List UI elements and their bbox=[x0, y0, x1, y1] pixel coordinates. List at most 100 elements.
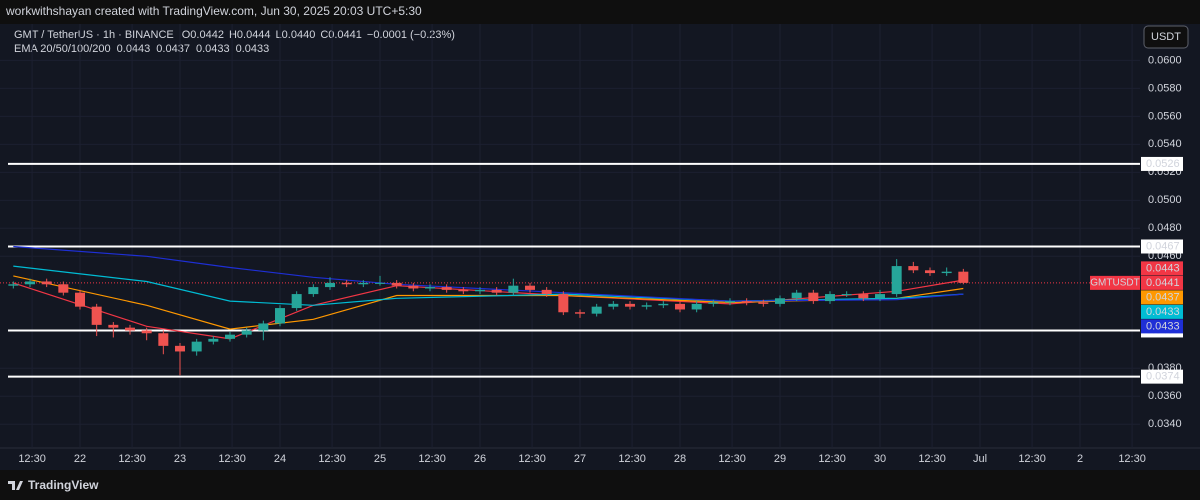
x-tick-label: 24 bbox=[274, 453, 286, 465]
footer-text: TradingView bbox=[28, 478, 99, 492]
candle-body bbox=[708, 302, 719, 304]
x-tick-label: 12:30 bbox=[1118, 453, 1146, 465]
candle-body bbox=[541, 289, 552, 295]
ema-value: 0.0433 bbox=[196, 43, 230, 55]
y-tick-label: 0.0600 bbox=[1148, 54, 1182, 66]
price-tag-box bbox=[1141, 275, 1183, 290]
candle-body bbox=[758, 302, 769, 304]
footer-logo: TradingView bbox=[8, 478, 99, 492]
price-tag-box bbox=[1141, 261, 1183, 276]
candle-body bbox=[658, 303, 669, 306]
price-tag: 0.0443 bbox=[1146, 262, 1180, 274]
x-tick-label: 12:30 bbox=[918, 453, 946, 465]
y-tick-label: 0.0480 bbox=[1148, 222, 1182, 234]
currency-button-label[interactable]: USDT bbox=[1151, 31, 1181, 43]
symbol-tag: GMTUSDT bbox=[1090, 278, 1139, 289]
candle-body bbox=[908, 266, 919, 271]
x-tick-label: 12:30 bbox=[818, 453, 846, 465]
candle-body bbox=[425, 287, 435, 289]
candle-body bbox=[491, 289, 502, 293]
candle-body bbox=[825, 294, 835, 302]
candle-body bbox=[375, 282, 385, 284]
candle-body bbox=[141, 330, 152, 334]
candle-body bbox=[408, 285, 419, 289]
candle-body bbox=[341, 282, 352, 285]
x-tick-label: 12:30 bbox=[518, 453, 546, 465]
candle-body bbox=[675, 303, 685, 310]
y-tick-label: 0.0560 bbox=[1148, 110, 1182, 122]
candle-body bbox=[291, 294, 302, 309]
x-tick-label: 22 bbox=[74, 453, 86, 465]
candle-body bbox=[191, 341, 202, 352]
logo-icon bbox=[8, 481, 23, 490]
x-tick-label: 12:30 bbox=[718, 453, 746, 465]
candle-body bbox=[258, 323, 269, 331]
candle-body bbox=[591, 306, 602, 314]
status-line: GMT / TetherUS · 1h · BINANCE O0.0442 H0.0… bbox=[14, 29, 455, 55]
x-tick-label: 12:30 bbox=[18, 453, 46, 465]
price-tag: 0.0433 bbox=[1146, 320, 1180, 332]
ohlc-value: L0.0440 bbox=[276, 29, 316, 41]
candle-body bbox=[91, 306, 102, 325]
ohlc-value: H0.0444 bbox=[229, 29, 271, 41]
candle-body bbox=[725, 301, 735, 303]
x-tick-label: 27 bbox=[574, 453, 586, 465]
level-label: 0.0467 bbox=[1146, 240, 1180, 252]
x-tick-label: 29 bbox=[774, 453, 786, 465]
candle-body bbox=[441, 287, 452, 290]
ohlc-value: O0.0442 bbox=[182, 29, 224, 41]
x-tick-label: 12:30 bbox=[1018, 453, 1046, 465]
candle-body bbox=[391, 282, 402, 286]
x-tick-label: Jul bbox=[973, 453, 987, 465]
candle-body bbox=[225, 334, 235, 339]
y-tick-label: 0.0360 bbox=[1148, 390, 1182, 402]
price-tag-box bbox=[1141, 290, 1183, 305]
level-label-box bbox=[1141, 239, 1183, 254]
x-tick-label: 23 bbox=[174, 453, 186, 465]
ema-line bbox=[13, 265, 964, 306]
candle-body bbox=[808, 292, 819, 302]
y-tick-label: 0.0540 bbox=[1148, 138, 1182, 150]
candle-body bbox=[208, 338, 219, 342]
level-label: 0.0526 bbox=[1146, 158, 1180, 170]
candle-body bbox=[8, 284, 19, 286]
candle-body bbox=[41, 281, 52, 285]
level-label: 0.0374 bbox=[1146, 371, 1180, 383]
x-tick-label: 2 bbox=[1077, 453, 1083, 465]
candle-body bbox=[875, 294, 885, 299]
ema-title: EMA 20/50/100/200 bbox=[14, 43, 111, 55]
symbol: GMT / TetherUS · 1h · BINANCE bbox=[14, 29, 174, 41]
candle-body bbox=[475, 289, 485, 292]
x-tick-label: 25 bbox=[374, 453, 386, 465]
candle-body bbox=[508, 285, 519, 293]
y-tick-label: 0.0580 bbox=[1148, 82, 1182, 94]
candle-body bbox=[608, 303, 619, 307]
price-tag-box bbox=[1141, 319, 1183, 334]
y-tick-label: 0.0500 bbox=[1148, 194, 1182, 206]
candle-body bbox=[741, 301, 752, 303]
price-tag: 0.0433 bbox=[1146, 306, 1180, 318]
candle-body bbox=[625, 303, 635, 307]
candle-body bbox=[108, 324, 119, 328]
price-tag-box bbox=[1141, 304, 1183, 319]
candle-body bbox=[775, 298, 785, 304]
currency-button[interactable] bbox=[1143, 25, 1189, 49]
candle-body bbox=[325, 282, 335, 288]
x-tick-label: 28 bbox=[674, 453, 686, 465]
candle-body bbox=[558, 294, 569, 313]
x-tick-label: 12:30 bbox=[418, 453, 446, 465]
candle-body bbox=[791, 292, 802, 299]
candle-body bbox=[275, 308, 285, 324]
candle-body bbox=[308, 287, 319, 295]
level-label-box bbox=[1141, 156, 1183, 171]
candle-body bbox=[925, 270, 935, 274]
level-label-box bbox=[1141, 369, 1183, 384]
x-tick-label: 30 bbox=[874, 453, 886, 465]
attribution: workwithshayan created with TradingView.… bbox=[5, 4, 422, 18]
candle-body bbox=[458, 289, 469, 292]
price-tag: 0.0441 bbox=[1146, 277, 1180, 289]
x-tick-label: 12:30 bbox=[218, 453, 246, 465]
ema-value: 0.0437 bbox=[156, 43, 190, 55]
